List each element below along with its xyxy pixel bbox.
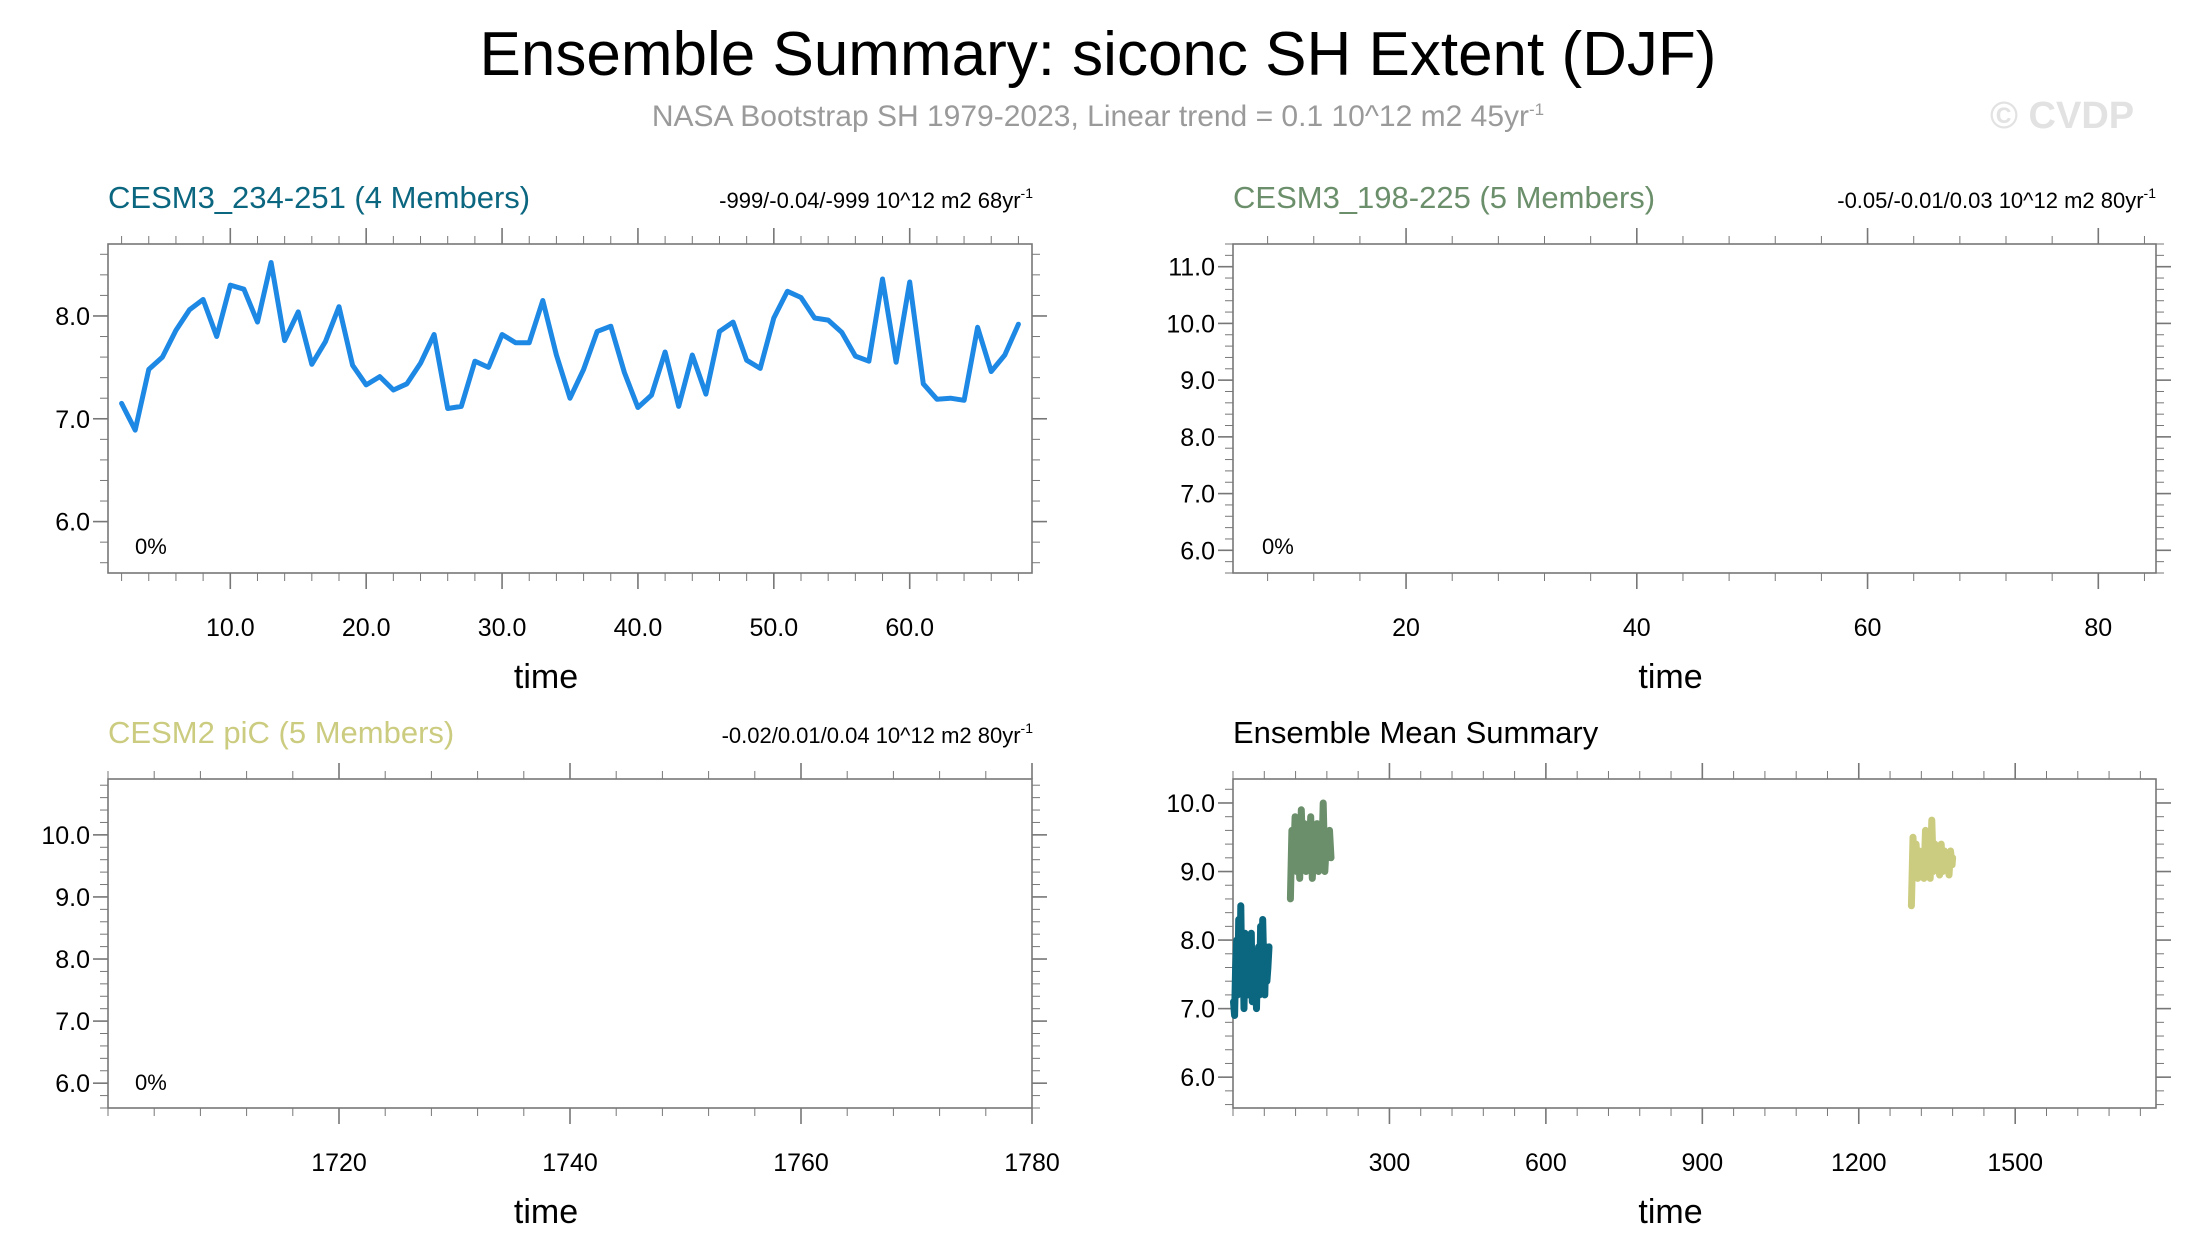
p3-x-tick-label: 1740 — [542, 1149, 598, 1177]
p1-y-tick-label: 8.0 — [55, 303, 90, 331]
p4-plot-frame — [1232, 778, 2157, 1109]
p3-y-tick-label: 6.0 — [55, 1070, 90, 1098]
p4-series-line-2 — [1907, 816, 1957, 910]
p1-y-tick-label: 7.0 — [55, 406, 90, 434]
p2-stats-superscript: -1 — [2144, 185, 2157, 201]
p4-x-axis-label: time — [1638, 1193, 1702, 1231]
p4-x-tick-label: 1500 — [1987, 1149, 2043, 1177]
p4-series-line-1 — [1286, 799, 1335, 903]
cvdp-watermark: © CVDP — [1990, 95, 2135, 137]
p1-x-tick-label: 60.0 — [885, 614, 934, 642]
p1-plot-frame — [107, 243, 1033, 574]
p3-x-tick-label: 1780 — [1004, 1149, 1060, 1177]
p1-stats-text: -999/-0.04/-999 10^12 m2 68yr — [719, 188, 1020, 213]
p4-panel-title: Ensemble Mean Summary — [1233, 715, 1599, 750]
p4-y-tick-label: 7.0 — [1180, 996, 1215, 1024]
p3-y-tick-label: 10.0 — [41, 822, 90, 850]
p4-x-tick-label: 900 — [1681, 1149, 1723, 1177]
p2-y-tick-label: 6.0 — [1180, 537, 1215, 565]
figure-subtitle: NASA Bootstrap SH 1979-2023, Linear tren… — [0, 100, 2196, 134]
p4-y-tick-label: 6.0 — [1180, 1064, 1215, 1092]
p1-x-tick-label: 40.0 — [614, 614, 663, 642]
p3-x-axis-label: time — [514, 1193, 578, 1231]
p1-x-tick-label: 10.0 — [206, 614, 255, 642]
p4-y-tick-label: 10.0 — [1166, 790, 1215, 818]
p4-x-tick-label: 600 — [1525, 1149, 1567, 1177]
p2-x-tick-label: 40 — [1623, 614, 1651, 642]
p1-x-tick-label: 50.0 — [749, 614, 798, 642]
p3-panel-title: CESM2 piC (5 Members) — [108, 715, 454, 750]
p3-x-tick-label: 1720 — [311, 1149, 367, 1177]
p1-y-tick-label: 6.0 — [55, 509, 90, 537]
p3-y-tick-label: 9.0 — [55, 884, 90, 912]
p4-series-line-0 — [1230, 902, 1273, 1019]
p2-y-tick-label: 10.0 — [1166, 310, 1215, 338]
p3-plot-frame — [107, 778, 1033, 1109]
p2-stats-text: -0.05/-0.01/0.03 10^12 m2 80yr — [1837, 188, 2143, 213]
p3-stats-superscript: -1 — [1021, 720, 1034, 736]
p1-percent-label: 0% — [135, 534, 167, 559]
p2-x-tick-label: 80 — [2084, 614, 2112, 642]
p3-stats-label: -0.02/0.01/0.04 10^12 m2 80yr-1 — [722, 720, 1034, 748]
p3-y-tick-label: 8.0 — [55, 946, 90, 974]
p2-y-tick-label: 8.0 — [1180, 424, 1215, 452]
p3-x-tick-label: 1760 — [773, 1149, 829, 1177]
p4-x-tick-label: 300 — [1369, 1149, 1411, 1177]
p2-stats-label: -0.05/-0.01/0.03 10^12 m2 80yr-1 — [1837, 185, 2156, 213]
p4-x-tick-label: 1200 — [1831, 1149, 1887, 1177]
subtitle-superscript: -1 — [1529, 100, 1545, 119]
p2-x-axis-label: time — [1638, 658, 1702, 696]
p1-x-tick-label: 30.0 — [478, 614, 527, 642]
p3-percent-label: 0% — [135, 1070, 167, 1095]
p3-stats-text: -0.02/0.01/0.04 10^12 m2 80yr — [722, 723, 1021, 748]
subtitle-text: NASA Bootstrap SH 1979-2023, Linear tren… — [651, 100, 1529, 133]
p1-panel-title: CESM3_234-251 (4 Members) — [108, 180, 530, 215]
p2-x-tick-label: 20 — [1392, 614, 1420, 642]
p2-y-tick-label: 11.0 — [1168, 254, 1215, 282]
p2-percent-label: 0% — [1262, 534, 1294, 559]
p2-y-tick-label: 7.0 — [1180, 481, 1215, 509]
p1-stats-superscript: -1 — [1021, 185, 1034, 201]
p1-x-axis-label: time — [514, 658, 578, 696]
p1-series-line-0 — [119, 260, 1021, 433]
p2-plot-frame — [1232, 243, 2157, 574]
p4-y-tick-label: 9.0 — [1180, 859, 1215, 887]
p1-stats-label: -999/-0.04/-999 10^12 m2 68yr-1 — [719, 185, 1033, 213]
p4-y-tick-label: 8.0 — [1180, 927, 1215, 955]
p2-x-tick-label: 60 — [1854, 614, 1882, 642]
figure-title: Ensemble Summary: siconc SH Extent (DJF) — [479, 20, 1717, 89]
p2-y-tick-label: 9.0 — [1180, 367, 1215, 395]
p2-panel-title: CESM3_198-225 (5 Members) — [1233, 180, 1655, 215]
p1-x-tick-label: 20.0 — [342, 614, 391, 642]
p3-y-tick-label: 7.0 — [55, 1008, 90, 1036]
